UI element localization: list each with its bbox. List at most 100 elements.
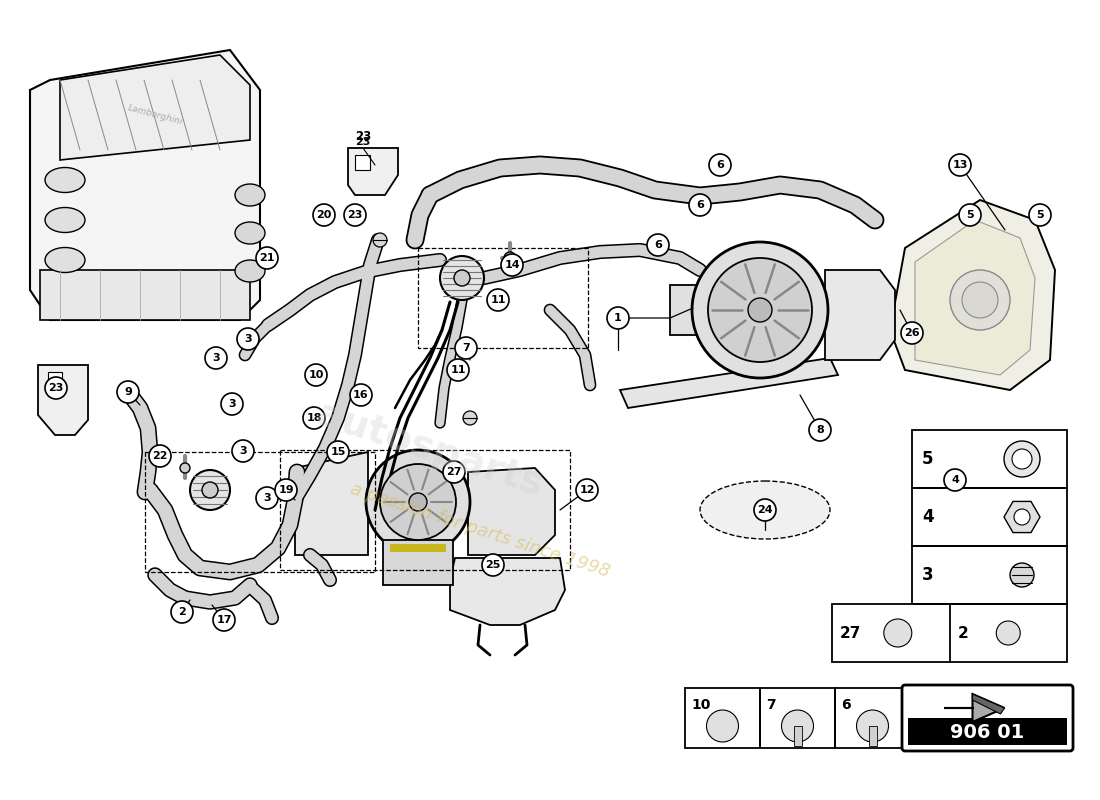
Text: 13: 13 bbox=[953, 160, 968, 170]
Text: 27: 27 bbox=[447, 467, 462, 477]
Polygon shape bbox=[972, 694, 1004, 714]
Polygon shape bbox=[48, 372, 62, 385]
Bar bbox=[40, 270, 250, 320]
FancyBboxPatch shape bbox=[902, 685, 1072, 751]
Text: 3: 3 bbox=[212, 353, 220, 363]
Ellipse shape bbox=[700, 481, 830, 539]
Polygon shape bbox=[355, 155, 370, 170]
Text: 9: 9 bbox=[124, 387, 132, 397]
Text: 15: 15 bbox=[330, 447, 345, 457]
Text: 7: 7 bbox=[462, 343, 470, 353]
Bar bbox=[912, 430, 1067, 488]
Text: 12: 12 bbox=[580, 485, 595, 495]
Text: 10: 10 bbox=[308, 370, 323, 380]
Polygon shape bbox=[450, 558, 565, 625]
Text: 11: 11 bbox=[450, 365, 465, 375]
Circle shape bbox=[1014, 509, 1030, 525]
Polygon shape bbox=[468, 468, 556, 555]
Circle shape bbox=[221, 393, 243, 415]
Text: 19: 19 bbox=[278, 485, 294, 495]
Polygon shape bbox=[620, 358, 838, 408]
Circle shape bbox=[482, 554, 504, 576]
Text: 7: 7 bbox=[766, 698, 775, 712]
Text: 6: 6 bbox=[654, 240, 662, 250]
Circle shape bbox=[1028, 204, 1050, 226]
Bar bbox=[280, 450, 570, 570]
Circle shape bbox=[373, 233, 387, 247]
Text: 23: 23 bbox=[348, 210, 363, 220]
Circle shape bbox=[170, 601, 192, 623]
Bar bbox=[685, 688, 760, 748]
Text: 3: 3 bbox=[922, 566, 934, 584]
Circle shape bbox=[350, 384, 372, 406]
Text: 3: 3 bbox=[228, 399, 235, 409]
Ellipse shape bbox=[235, 260, 265, 282]
Circle shape bbox=[148, 445, 170, 467]
Circle shape bbox=[708, 258, 812, 362]
Circle shape bbox=[781, 710, 814, 742]
Text: 25: 25 bbox=[485, 560, 501, 570]
Circle shape bbox=[327, 441, 349, 463]
Text: 6: 6 bbox=[696, 200, 704, 210]
Text: 14: 14 bbox=[504, 260, 520, 270]
Text: 3: 3 bbox=[244, 334, 252, 344]
Circle shape bbox=[950, 270, 1010, 330]
Text: 1: 1 bbox=[614, 313, 622, 323]
Text: 6: 6 bbox=[716, 160, 724, 170]
Text: 26: 26 bbox=[904, 328, 920, 338]
Circle shape bbox=[275, 479, 297, 501]
Bar bbox=[418, 248, 588, 348]
Circle shape bbox=[454, 270, 470, 286]
Text: 5: 5 bbox=[966, 210, 974, 220]
Circle shape bbox=[647, 234, 669, 256]
Circle shape bbox=[857, 710, 889, 742]
Bar bbox=[145, 452, 375, 572]
Polygon shape bbox=[30, 50, 260, 320]
Text: 17: 17 bbox=[217, 615, 232, 625]
Polygon shape bbox=[1004, 502, 1040, 533]
Text: 3: 3 bbox=[263, 493, 271, 503]
Circle shape bbox=[379, 464, 456, 540]
Text: 10: 10 bbox=[691, 698, 711, 712]
Polygon shape bbox=[60, 55, 250, 160]
Text: 4: 4 bbox=[952, 475, 959, 485]
Bar bbox=[832, 604, 1067, 662]
Circle shape bbox=[1012, 449, 1032, 469]
Polygon shape bbox=[295, 452, 368, 555]
Circle shape bbox=[213, 609, 235, 631]
Text: 2: 2 bbox=[957, 626, 968, 641]
Circle shape bbox=[504, 252, 516, 264]
Ellipse shape bbox=[45, 207, 85, 233]
Text: 2: 2 bbox=[178, 607, 186, 617]
Circle shape bbox=[901, 322, 923, 344]
Circle shape bbox=[500, 254, 522, 276]
Bar bbox=[908, 718, 1067, 745]
Text: 23: 23 bbox=[48, 383, 64, 393]
Bar bbox=[390, 544, 446, 552]
Text: 20: 20 bbox=[317, 210, 332, 220]
Text: 6: 6 bbox=[842, 698, 850, 712]
Text: 11: 11 bbox=[491, 295, 506, 305]
Circle shape bbox=[236, 328, 258, 350]
Text: 24: 24 bbox=[757, 505, 773, 515]
Circle shape bbox=[302, 407, 324, 429]
Circle shape bbox=[305, 364, 327, 386]
Circle shape bbox=[710, 154, 732, 176]
Text: 23: 23 bbox=[355, 130, 371, 143]
Circle shape bbox=[205, 347, 227, 369]
Circle shape bbox=[689, 194, 711, 216]
Circle shape bbox=[314, 204, 336, 226]
Circle shape bbox=[959, 204, 981, 226]
Circle shape bbox=[366, 450, 470, 554]
Circle shape bbox=[808, 419, 830, 441]
Text: 22: 22 bbox=[152, 451, 167, 461]
Circle shape bbox=[487, 289, 509, 311]
Circle shape bbox=[692, 242, 828, 378]
Circle shape bbox=[344, 204, 366, 226]
Polygon shape bbox=[825, 270, 895, 360]
Circle shape bbox=[455, 337, 477, 359]
Bar bbox=[383, 540, 453, 585]
Circle shape bbox=[754, 499, 776, 521]
Ellipse shape bbox=[45, 247, 85, 273]
Circle shape bbox=[202, 482, 218, 498]
